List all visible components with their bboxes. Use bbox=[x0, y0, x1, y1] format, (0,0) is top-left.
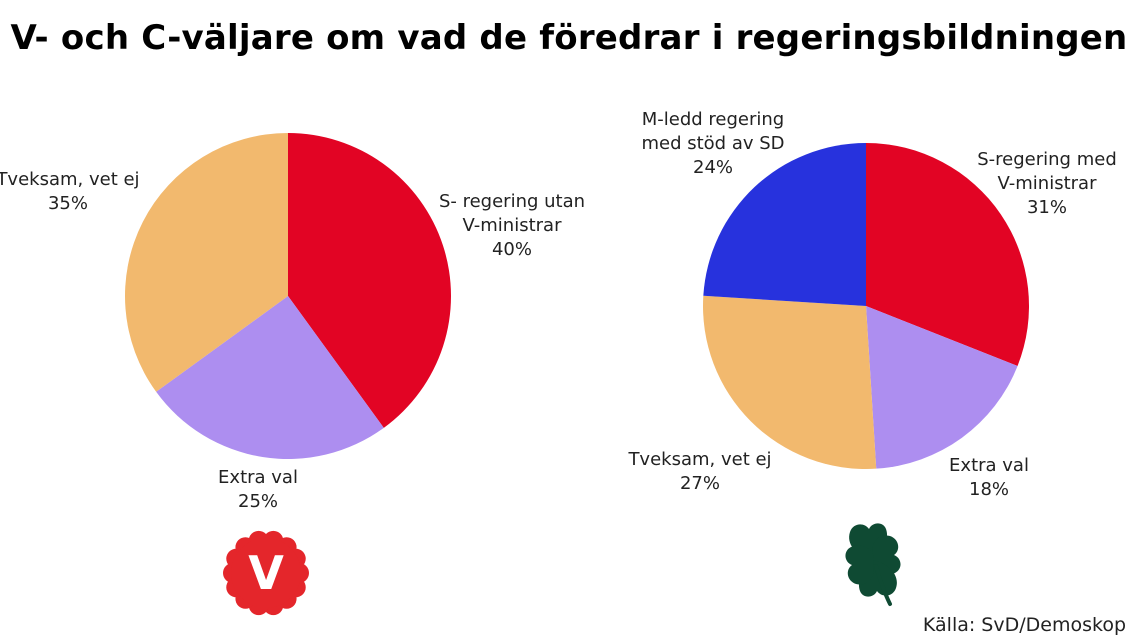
slice-percent: 25% bbox=[237, 491, 279, 512]
slice-label-text: Extra val bbox=[949, 455, 1029, 476]
pie-slice-tveksam-vet-ej bbox=[125, 133, 288, 392]
source-note: Källa: SvD/Demoskop bbox=[922, 614, 1126, 636]
pie-slice-extra-val bbox=[156, 296, 384, 459]
slice-label-s-regering-utan-v-ministrar: S- regering utan V-ministrar 40% bbox=[439, 190, 585, 262]
four-leaf-clover-logo bbox=[845, 523, 901, 606]
v-letter: V bbox=[248, 546, 284, 600]
slice-label-m-ledd-regering-med-stöd-av-sd: M-ledd regering med stöd av SD 24% bbox=[641, 108, 784, 180]
slice-label-extra-val: Extra val 18% bbox=[949, 454, 1029, 502]
slice-percent: 18% bbox=[968, 479, 1010, 500]
slice-percent: 27% bbox=[679, 473, 720, 494]
pie-slice-m-ledd-regering-med-stöd-av-sd bbox=[703, 143, 866, 306]
slice-label-text: V-ministrar bbox=[997, 173, 1097, 194]
pie-slice-extra-val bbox=[866, 306, 1018, 469]
slice-label-text: Tveksam, vet ej bbox=[628, 449, 772, 470]
pie-slice-s-regering-utan-v-ministrar bbox=[288, 133, 451, 428]
slice-label-text: V-ministrar bbox=[462, 215, 562, 236]
slice-label-text: Extra val bbox=[218, 467, 298, 488]
slice-percent: 24% bbox=[692, 157, 734, 178]
slice-label-text: S-regering med bbox=[977, 149, 1117, 170]
slice-label-extra-val: Extra val 25% bbox=[218, 466, 298, 514]
pie-slice-tveksam-vet-ej bbox=[703, 295, 877, 469]
slice-label-tveksam-vet-ej: Tveksam, vet ej 35% bbox=[0, 168, 140, 216]
slice-label-text: S- regering utan bbox=[438, 191, 586, 212]
slice-label-text: Tveksam, vet ej bbox=[0, 169, 140, 190]
slice-percent: 35% bbox=[47, 193, 88, 214]
slice-label-s-regering-med-v-ministrar: S-regering med V-ministrar 31% bbox=[977, 148, 1117, 220]
pie-slice-s-regering-med-v-ministrar bbox=[866, 143, 1029, 367]
chart-title: V- och C-väljare om vad de föredrar i re… bbox=[10, 18, 1128, 58]
slice-percent: 40% bbox=[491, 239, 532, 260]
slice-label-text: M-ledd regering bbox=[641, 109, 785, 130]
slice-label-tveksam-vet-ej: Tveksam, vet ej 27% bbox=[628, 448, 771, 496]
slice-percent: 31% bbox=[1026, 197, 1067, 218]
slice-label-text: med stöd av SD bbox=[641, 133, 785, 154]
v-party-flower-logo: V bbox=[223, 530, 309, 616]
